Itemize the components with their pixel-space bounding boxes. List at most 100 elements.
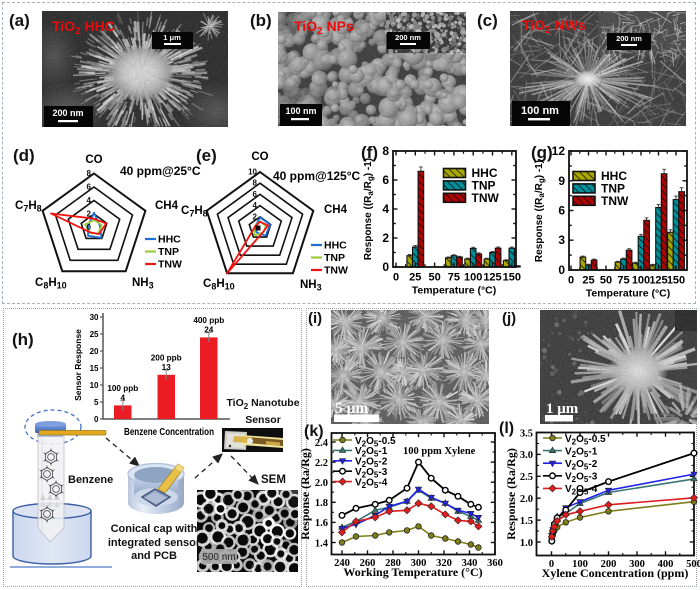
svg-text:5 μm: 5 μm (335, 400, 368, 417)
svg-text:NH3: NH3 (132, 277, 154, 291)
svg-text:TNW: TNW (472, 191, 500, 205)
svg-text:240: 240 (334, 558, 350, 569)
svg-text:10: 10 (90, 381, 99, 390)
svg-text:0: 0 (558, 263, 565, 277)
svg-text:V2O5-2: V2O5-2 (565, 459, 598, 472)
svg-text:1.5: 1.5 (520, 516, 533, 527)
svg-text:100: 100 (464, 272, 482, 284)
svg-text:340: 340 (462, 558, 478, 569)
svg-text:400 ppb: 400 ppb (193, 316, 224, 325)
svg-text:1.4: 1.4 (315, 538, 329, 549)
svg-text:500: 500 (686, 559, 700, 570)
svg-text:8: 8 (382, 144, 389, 158)
svg-text:30: 30 (90, 313, 99, 322)
svg-text:3: 3 (558, 233, 565, 247)
svg-text:2: 2 (253, 212, 258, 221)
svg-text:Response (Ra/Rg): Response (Ra/Rg) (300, 448, 312, 540)
svg-text:280: 280 (385, 558, 401, 569)
svg-text:50: 50 (428, 272, 440, 284)
svg-text:4: 4 (87, 196, 92, 205)
svg-text:5: 5 (94, 398, 99, 407)
svg-text:CH4: CH4 (324, 204, 348, 216)
svg-text:NH3: NH3 (300, 279, 322, 293)
svg-text:1.6: 1.6 (315, 518, 328, 529)
svg-text:TNP: TNP (601, 181, 625, 195)
svg-text:100 nm: 100 nm (521, 105, 559, 117)
svg-text:24: 24 (204, 325, 214, 334)
svg-text:0: 0 (393, 272, 399, 284)
svg-text:CO: CO (251, 151, 268, 163)
svg-text:3.5: 3.5 (520, 428, 533, 439)
svg-text:0: 0 (94, 415, 99, 424)
svg-text:HHC: HHC (472, 166, 498, 180)
svg-text:TiO2 HHC: TiO2 HHC (52, 18, 115, 37)
svg-text:9: 9 (558, 174, 565, 188)
svg-text:V2O5-2: V2O5-2 (355, 457, 388, 470)
svg-text:TiO2 NPs: TiO2 NPs (294, 18, 354, 37)
svg-text:TNP: TNP (324, 252, 345, 264)
svg-text:TNW: TNW (158, 259, 182, 271)
svg-text:300: 300 (411, 558, 427, 569)
svg-text:HHC: HHC (158, 234, 181, 246)
svg-text:TNW: TNW (324, 265, 348, 277)
svg-text:25: 25 (90, 330, 99, 339)
svg-text:125: 125 (483, 272, 501, 284)
svg-text:Benzene Concentration: Benzene Concentration (124, 427, 214, 438)
svg-text:200 nm: 200 nm (52, 108, 83, 118)
svg-text:Response ((Ra/Rg) -1): Response ((Ra/Rg) -1) (534, 160, 546, 262)
svg-text:6: 6 (253, 190, 258, 199)
svg-text:6: 6 (382, 173, 389, 187)
svg-text:75: 75 (448, 272, 460, 284)
svg-text:15: 15 (90, 364, 99, 373)
svg-text:V2O5-1: V2O5-1 (355, 446, 388, 459)
svg-text:300: 300 (629, 559, 645, 570)
svg-text:200 nm: 200 nm (616, 34, 642, 43)
svg-text:2.4: 2.4 (315, 438, 329, 449)
svg-text:25: 25 (582, 275, 594, 287)
svg-text:TNP: TNP (472, 178, 496, 192)
svg-text:0: 0 (549, 559, 554, 570)
svg-text:500 nm: 500 nm (202, 552, 235, 563)
svg-text:200 nm: 200 nm (395, 33, 421, 42)
svg-text:C7H8: C7H8 (15, 200, 42, 214)
svg-text:V2O5-4: V2O5-4 (355, 477, 388, 490)
svg-text:50: 50 (600, 275, 612, 287)
svg-text:100 nm: 100 nm (285, 106, 316, 116)
svg-text:6: 6 (87, 183, 92, 192)
svg-text:2.0: 2.0 (315, 478, 328, 489)
svg-text:0: 0 (87, 223, 92, 232)
svg-text:40 ppm@125°C: 40 ppm@125°C (273, 169, 361, 183)
svg-text:Response (Ra/Rg): Response (Ra/Rg) (505, 448, 518, 540)
svg-text:400: 400 (658, 559, 674, 570)
svg-text:2.5: 2.5 (520, 472, 533, 483)
svg-text:2.0: 2.0 (520, 494, 533, 505)
svg-text:V2O5-3: V2O5-3 (565, 472, 598, 485)
svg-text:CO: CO (85, 154, 102, 166)
svg-text:TiO2 NWs: TiO2 NWs (522, 17, 586, 36)
svg-text:V2O5-1: V2O5-1 (565, 446, 598, 459)
svg-text:75: 75 (617, 275, 629, 287)
svg-text:V2O5-0.5: V2O5-0.5 (565, 434, 606, 447)
svg-text:4: 4 (121, 393, 126, 402)
svg-text:Response ((Ra/Rg) -1): Response ((Ra/Rg) -1) (363, 158, 375, 260)
svg-text:0: 0 (568, 275, 574, 287)
svg-text:0: 0 (382, 260, 389, 274)
svg-text:4: 4 (253, 201, 258, 210)
svg-text:Temperature (°C): Temperature (°C) (586, 288, 671, 300)
svg-text:2.2: 2.2 (315, 458, 328, 469)
svg-text:Working Temperature (°C): Working Temperature (°C) (343, 565, 482, 579)
svg-text:25: 25 (409, 272, 421, 284)
svg-text:2: 2 (382, 231, 389, 245)
svg-text:V2O5-0.5: V2O5-0.5 (355, 436, 396, 449)
svg-text:1 μm: 1 μm (163, 33, 181, 42)
svg-text:100 ppb: 100 ppb (107, 384, 138, 393)
svg-text:Temperature (°C): Temperature (°C) (412, 285, 497, 297)
svg-text:V2O5-3: V2O5-3 (355, 467, 388, 480)
svg-text:40 ppm@25°C: 40 ppm@25°C (120, 164, 201, 178)
svg-text:HHC: HHC (601, 169, 627, 183)
svg-text:TNW: TNW (601, 194, 629, 208)
svg-text:200: 200 (601, 559, 617, 570)
svg-text:200 ppb: 200 ppb (151, 353, 182, 362)
svg-text:CH4: CH4 (155, 200, 179, 212)
svg-text:320: 320 (436, 558, 452, 569)
